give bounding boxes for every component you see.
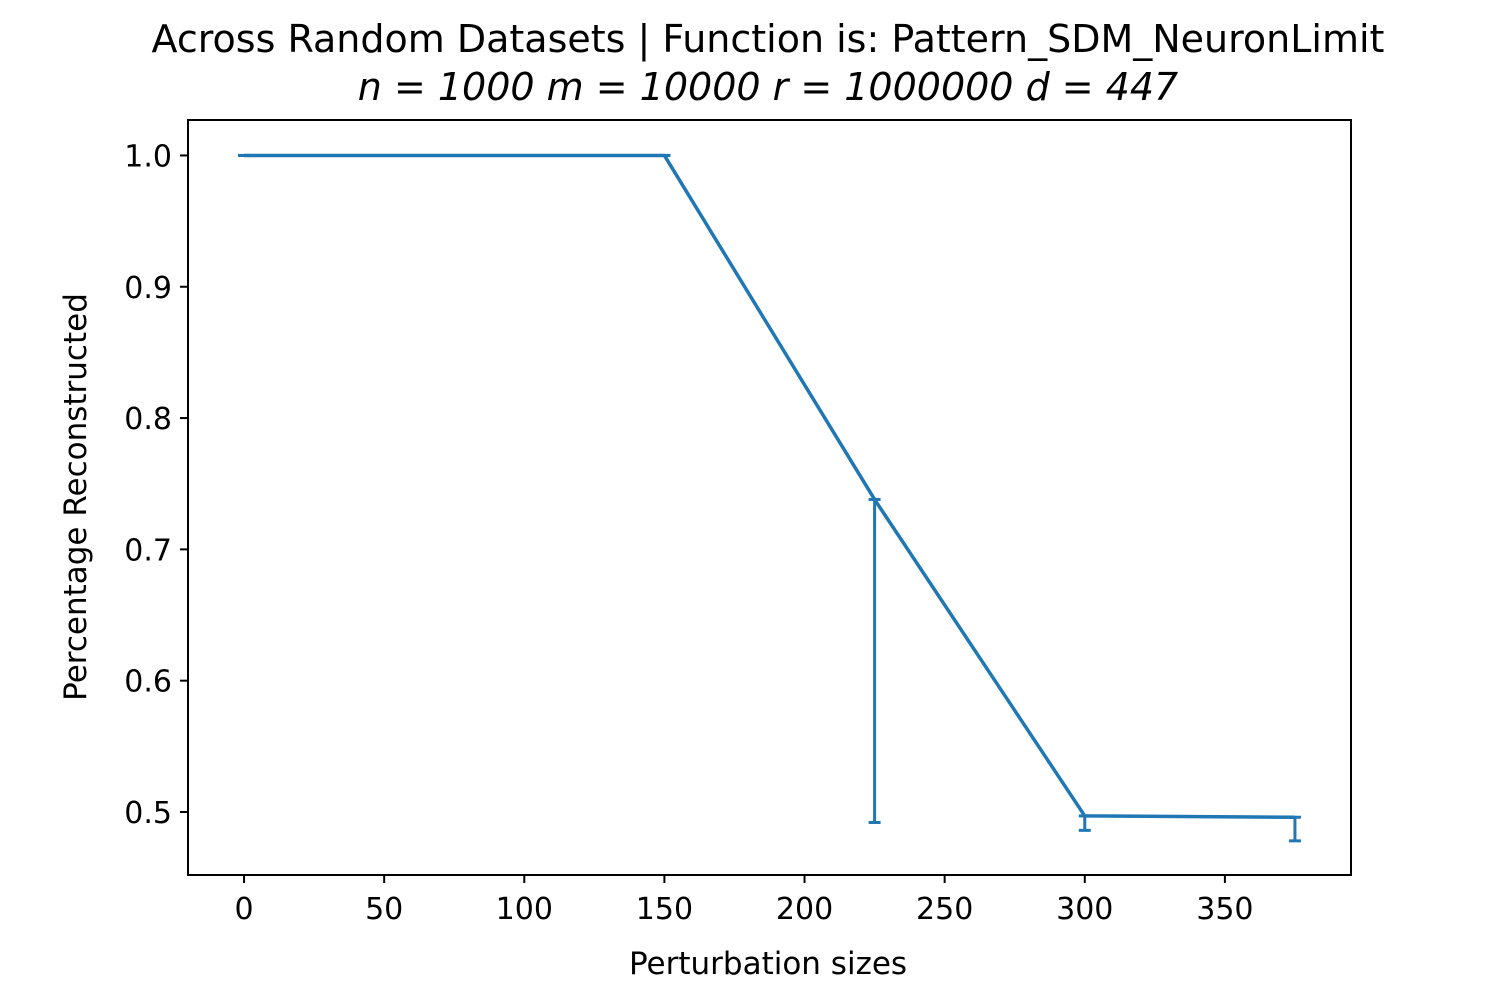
y-tick-label: 0.6 (124, 665, 172, 700)
y-tick-label: 1.0 (124, 139, 172, 174)
y-tick-label: 0.5 (124, 796, 172, 831)
errorbar-layer (238, 153, 1301, 843)
x-tick-label: 250 (916, 892, 973, 927)
x-axis: 0 50 100 150 200 250 300 350 (235, 875, 1254, 927)
y-tick-label: 0.9 (124, 271, 172, 306)
y-tick-label: 0.7 (124, 533, 172, 568)
series-layer (243, 153, 1296, 819)
plot-frame (187, 119, 1352, 876)
y-tick-label: 0.8 (124, 402, 172, 437)
x-tick-label: 350 (1196, 892, 1253, 927)
x-tick-label: 300 (1056, 892, 1113, 927)
y-axis-label: Percentage Reconstructed (58, 293, 94, 701)
x-tick-label: 100 (496, 892, 553, 927)
series-line (244, 153, 1295, 819)
y-axis: 0.5 0.6 0.7 0.8 0.9 1.0 (124, 139, 188, 831)
x-tick-label: 200 (776, 892, 833, 927)
x-tick-label: 0 (235, 892, 254, 927)
x-axis-label: Perturbation sizes (629, 946, 907, 982)
chart-subtitle: n = 1000 m = 10000 r = 1000000 d = 447 (358, 65, 1178, 109)
x-tick-label: 50 (365, 892, 403, 927)
x-tick-label: 150 (636, 892, 693, 927)
chart-title: Across Random Datasets | Function is: Pa… (152, 17, 1385, 62)
